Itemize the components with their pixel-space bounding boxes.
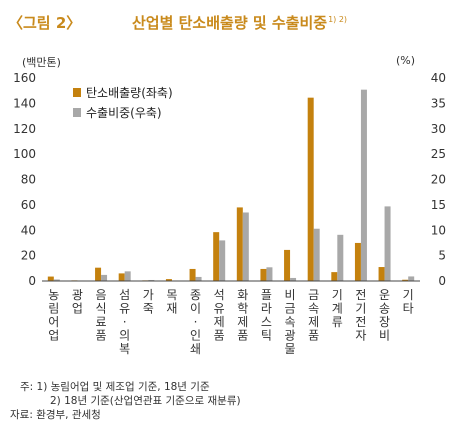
footnotes: 주: 1) 농림어업 및 제조업 기준, 18년 기준 2) 18년 기준(산업… bbox=[10, 380, 241, 422]
bar-emission-8 bbox=[236, 207, 243, 281]
bar-export-14 bbox=[384, 206, 391, 281]
bar-export-4 bbox=[148, 279, 155, 281]
bar-emission-12 bbox=[331, 272, 338, 281]
left-tick-label-3: 60 bbox=[21, 198, 36, 212]
left-tick-label-2: 40 bbox=[21, 223, 36, 237]
left-tick-label-6: 120 bbox=[13, 122, 36, 136]
bar-export-9 bbox=[266, 267, 273, 281]
right-tick-label-5: 25 bbox=[431, 147, 446, 161]
bar-emission-14 bbox=[378, 267, 385, 281]
category-label-6: 종 이 · 인 쇄 bbox=[190, 288, 201, 356]
bar-export-13 bbox=[360, 89, 367, 281]
bar-export-7 bbox=[219, 240, 226, 281]
bar-export-12 bbox=[337, 234, 344, 281]
bar-emission-0 bbox=[47, 276, 54, 281]
right-tick-label-0: 0 bbox=[438, 274, 446, 288]
bar-emission-2 bbox=[95, 267, 102, 281]
bar-export-0 bbox=[53, 279, 60, 281]
bar-chart: 0 20 40 60 80 100 120 140 160 0 5 10 15 20 25 30 35 40 농 림 어… bbox=[13, 71, 446, 356]
legend-swatch-1 bbox=[73, 108, 81, 117]
bar-emission-10 bbox=[284, 249, 291, 281]
right-tick-label-3: 15 bbox=[431, 198, 446, 212]
left-tick-label-8: 160 bbox=[13, 71, 36, 85]
figure-title: 산업별 탄소배출량 및 수출비중1) 2) bbox=[132, 12, 347, 33]
bar-emission-5 bbox=[165, 279, 172, 281]
left-tick-label-7: 140 bbox=[13, 96, 36, 110]
legend-label-1: 수출비중(우축) bbox=[86, 106, 162, 120]
right-tick-label-4: 20 bbox=[431, 173, 446, 187]
bar-export-11 bbox=[313, 228, 320, 281]
bar-export-15 bbox=[408, 276, 415, 281]
right-tick-label-6: 30 bbox=[431, 122, 446, 136]
right-tick-label-8: 40 bbox=[431, 71, 446, 85]
left-tick-label-0: 0 bbox=[28, 274, 36, 288]
right-tick-label-1: 5 bbox=[438, 249, 446, 263]
note-2: 2) 18년 기준(산업연관표 기준으로 재분류) bbox=[50, 395, 241, 407]
bar-emission-13 bbox=[354, 242, 361, 281]
bar-emission-7 bbox=[213, 232, 220, 281]
category-label-3: 섬 유 · 의 복 bbox=[119, 288, 130, 356]
right-tick-label-7: 35 bbox=[431, 96, 446, 110]
left-axis-unit: (백만톤) bbox=[22, 56, 61, 69]
bar-export-8 bbox=[242, 212, 249, 281]
right-tick-label-2: 10 bbox=[431, 223, 446, 237]
bar-export-6 bbox=[195, 276, 202, 281]
bar-emission-3 bbox=[118, 273, 125, 281]
left-tick-label-5: 100 bbox=[13, 147, 36, 161]
right-axis-unit: (%) bbox=[396, 54, 416, 67]
figure-title-text: 산업별 탄소배출량 및 수출비중 bbox=[132, 14, 328, 32]
bar-emission-9 bbox=[260, 268, 267, 281]
figure-title-footnote-marks: 1) 2) bbox=[328, 15, 348, 24]
left-tick-label-4: 80 bbox=[21, 173, 36, 187]
bar-emission-6 bbox=[189, 268, 196, 281]
figure-header: 〈그림 2〉 산업별 탄소배출량 및 수출비중1) 2) bbox=[8, 12, 458, 38]
legend-swatch-0 bbox=[73, 88, 81, 97]
bar-emission-11 bbox=[307, 97, 314, 282]
note-1: 주: 1) 농림어업 및 제조업 기준, 18년 기준 bbox=[20, 381, 210, 393]
bar-emission-15 bbox=[402, 279, 409, 281]
figure-number: 〈그림 2〉 bbox=[8, 14, 82, 32]
bar-export-10 bbox=[290, 277, 297, 281]
source-note: 자료: 환경부, 관세청 bbox=[10, 409, 101, 421]
bar-export-2 bbox=[101, 274, 108, 281]
legend-label-0: 탄소배출량(좌축) bbox=[86, 86, 173, 100]
bar-export-3 bbox=[124, 271, 131, 281]
left-tick-label-1: 20 bbox=[21, 249, 36, 263]
